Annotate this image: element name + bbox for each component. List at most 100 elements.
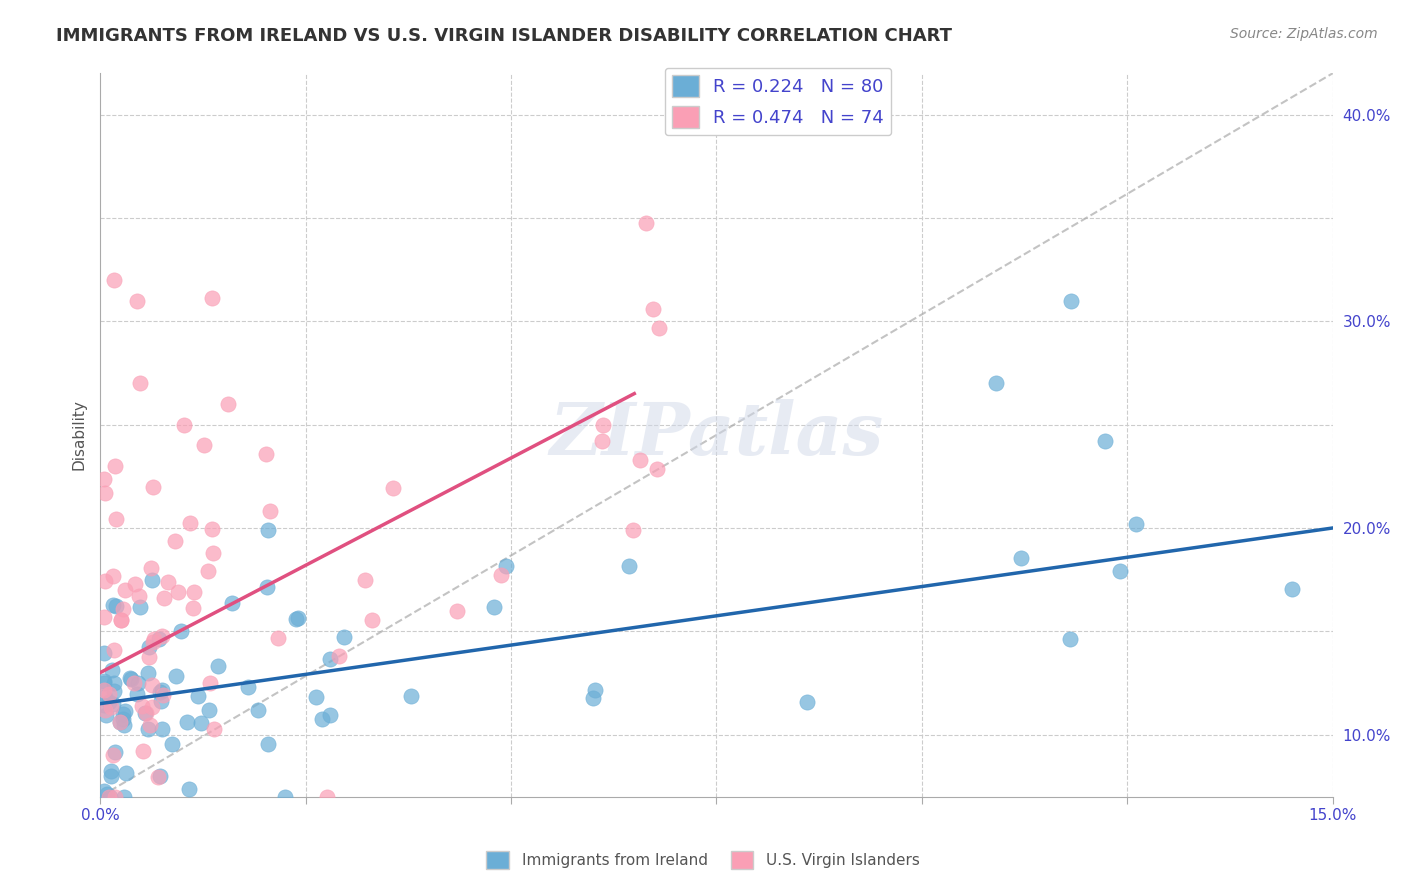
Point — [197, 703, 219, 717]
Point — [93, 673, 115, 688]
Point — [238, 680, 260, 694]
Point — [149, 693, 172, 707]
Point — [105, 511, 128, 525]
Point — [647, 462, 669, 476]
Point — [217, 397, 239, 411]
Point — [103, 747, 125, 762]
Point — [201, 522, 224, 536]
Point — [112, 789, 135, 804]
Point — [179, 516, 201, 530]
Point — [111, 712, 134, 726]
Point — [93, 683, 115, 698]
Point — [138, 665, 160, 680]
Point — [93, 698, 115, 713]
Point — [142, 635, 165, 649]
Point — [198, 676, 221, 690]
Point — [152, 688, 174, 702]
Point — [592, 417, 614, 432]
Point — [93, 646, 115, 660]
Point — [108, 715, 131, 730]
Legend: Immigrants from Ireland, U.S. Virgin Islanders: Immigrants from Ireland, U.S. Virgin Isl… — [481, 845, 925, 875]
Point — [120, 671, 142, 685]
Point — [256, 523, 278, 537]
Point — [984, 376, 1007, 391]
Point — [97, 789, 120, 804]
Point — [131, 698, 153, 713]
Point — [150, 683, 173, 698]
Text: Source: ZipAtlas.com: Source: ZipAtlas.com — [1230, 27, 1378, 41]
Point — [93, 784, 115, 798]
Y-axis label: Disability: Disability — [72, 400, 86, 470]
Point — [115, 765, 138, 780]
Point — [1281, 582, 1303, 596]
Point — [128, 589, 150, 603]
Point — [111, 707, 134, 722]
Point — [167, 584, 190, 599]
Text: IMMIGRANTS FROM IRELAND VS U.S. VIRGIN ISLANDER DISABILITY CORRELATION CHART: IMMIGRANTS FROM IRELAND VS U.S. VIRGIN I… — [56, 27, 952, 45]
Point — [103, 598, 125, 612]
Point — [94, 486, 117, 500]
Point — [591, 434, 613, 448]
Point — [382, 482, 405, 496]
Point — [138, 650, 160, 665]
Point — [246, 703, 269, 717]
Point — [114, 582, 136, 597]
Point — [104, 745, 127, 759]
Point — [150, 722, 173, 736]
Point — [316, 789, 339, 804]
Point — [333, 630, 356, 644]
Point — [796, 695, 818, 709]
Point — [256, 580, 278, 594]
Point — [97, 687, 120, 701]
Point — [96, 787, 118, 801]
Point — [141, 573, 163, 587]
Point — [1010, 551, 1032, 566]
Point — [193, 438, 215, 452]
Point — [489, 568, 512, 582]
Point — [129, 376, 152, 391]
Point — [254, 447, 277, 461]
Point — [100, 764, 122, 778]
Point — [190, 716, 212, 731]
Point — [100, 769, 122, 783]
Point — [111, 602, 134, 616]
Point — [138, 640, 160, 654]
Point — [93, 472, 115, 486]
Point — [628, 452, 651, 467]
Point — [129, 599, 152, 614]
Point — [361, 614, 384, 628]
Point — [304, 690, 326, 704]
Point — [319, 652, 342, 666]
Point — [93, 609, 115, 624]
Point — [160, 738, 183, 752]
Point — [259, 504, 281, 518]
Point — [110, 613, 132, 627]
Point — [177, 781, 200, 796]
Point — [176, 715, 198, 730]
Point — [221, 596, 243, 610]
Point — [110, 613, 132, 627]
Point — [138, 718, 160, 732]
Point — [108, 714, 131, 729]
Point — [96, 707, 118, 722]
Point — [148, 770, 170, 784]
Point — [201, 546, 224, 560]
Point — [634, 216, 657, 230]
Point — [127, 687, 149, 701]
Point — [170, 624, 193, 639]
Point — [112, 718, 135, 732]
Point — [93, 690, 115, 704]
Point — [621, 523, 644, 537]
Point — [156, 575, 179, 590]
Point — [648, 320, 671, 334]
Point — [100, 699, 122, 714]
Point — [149, 685, 172, 699]
Point — [142, 632, 165, 646]
Text: ZIPatlas: ZIPatlas — [550, 400, 883, 470]
Point — [173, 417, 195, 432]
Point — [187, 689, 209, 703]
Point — [619, 559, 641, 574]
Point — [257, 737, 280, 751]
Point — [1125, 517, 1147, 532]
Point — [103, 643, 125, 657]
